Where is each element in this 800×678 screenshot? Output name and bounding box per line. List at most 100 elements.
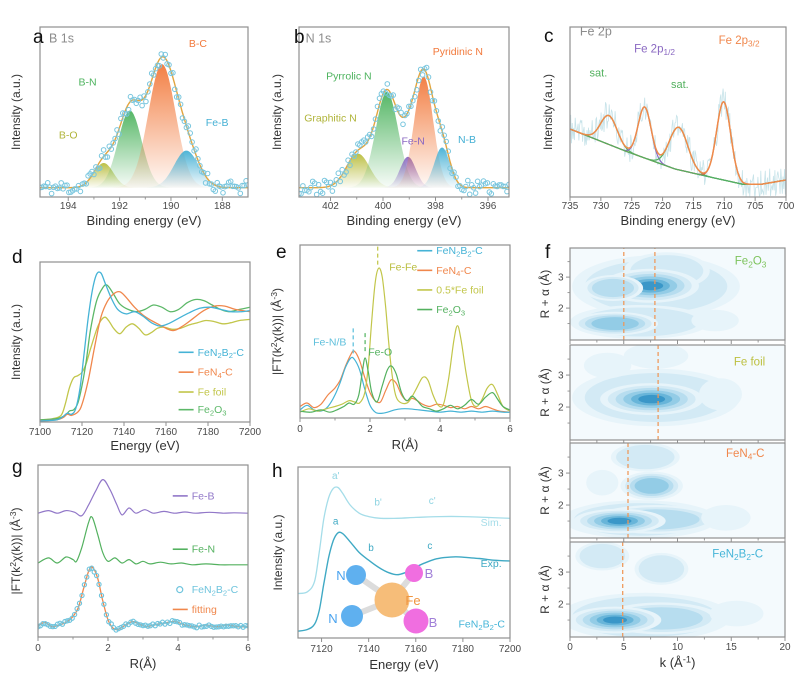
x-tick-label: 7140	[113, 427, 136, 438]
series-FeN2B2-C	[300, 356, 510, 415]
data-point	[419, 72, 426, 78]
data-point	[56, 185, 63, 191]
data-point	[229, 183, 236, 190]
annotation: Fe 2p1/2	[634, 44, 675, 58]
atom-label: N	[328, 611, 337, 626]
data-point	[89, 565, 95, 571]
data-point	[147, 81, 153, 87]
data-point	[76, 600, 83, 606]
x-tick-label: 190	[163, 201, 180, 212]
data-point	[93, 572, 100, 579]
wavelet-blob	[591, 317, 639, 331]
data-point	[177, 101, 184, 108]
annotation: sat.	[590, 67, 608, 79]
data-point	[331, 181, 338, 188]
panel-letter-a: a	[33, 27, 44, 48]
data-point	[372, 116, 379, 122]
data-point	[466, 191, 473, 197]
wavelet-blob	[709, 600, 764, 627]
y-axis-title-a: Intensity (a.u.)	[9, 74, 23, 150]
x-tick-label: 400	[375, 201, 392, 212]
x-tick-label: 0	[297, 424, 303, 435]
x-tick-label: 7120	[71, 427, 94, 438]
data-point	[101, 601, 107, 607]
wavelet-blob	[579, 543, 626, 569]
data-point	[370, 126, 377, 132]
data-point	[453, 174, 459, 180]
data-point	[212, 188, 219, 194]
peak-B-N	[87, 110, 173, 188]
legend-marker	[176, 586, 184, 594]
data-point	[141, 93, 147, 99]
data-point	[64, 182, 70, 188]
x-tick-label: 7200	[239, 427, 262, 438]
legend-label: Fe-B	[192, 490, 215, 502]
annotation: Pyridinic N	[433, 46, 483, 58]
annotation: Fe foil	[734, 356, 765, 368]
data-point	[179, 622, 185, 628]
data-point	[42, 621, 48, 627]
panel-f2: 2 3 R + α (Å) Fe foil	[537, 344, 786, 444]
data-point	[208, 623, 215, 630]
data-point	[139, 102, 145, 109]
data-point	[114, 127, 120, 133]
annotation: a	[333, 516, 339, 527]
y-axis-title-e: |FT(k2χ(k))| (Å-3)	[269, 288, 284, 375]
peak-Graphitic-N	[316, 153, 400, 188]
legend-label: FeN4-C	[198, 367, 234, 380]
data-point	[323, 179, 330, 185]
atom-B	[403, 608, 429, 634]
data-point	[46, 184, 53, 190]
data-point	[172, 618, 178, 624]
data-point	[184, 622, 190, 628]
data-point	[445, 148, 452, 154]
data-point	[198, 624, 205, 630]
data-point	[441, 132, 448, 139]
panel-e: 0 2 4 6 R(Å) |FT(k2χ(k))| (Å-3) Fe-N/B Fe-O Fe-F…	[269, 242, 513, 452]
x-axis-title-d: Energy (eV)	[110, 438, 179, 453]
plot-area-f2	[572, 345, 742, 427]
data-point	[58, 180, 65, 186]
data-point	[170, 70, 176, 76]
data-point	[408, 103, 414, 110]
x-axis-title-e: R(Å)	[392, 437, 419, 452]
plot-area-d	[40, 271, 250, 422]
wavelet-blob	[638, 394, 666, 404]
annotation: sat.	[671, 79, 689, 91]
data-point	[96, 165, 103, 171]
data-point	[143, 98, 149, 105]
x-tick-label: 6	[245, 643, 251, 654]
axes-frame-a	[39, 26, 249, 198]
x-axis-title-a: Binding energy (eV)	[87, 213, 202, 228]
wavelet-blob	[691, 309, 739, 332]
plot-area-f1	[570, 252, 740, 339]
x-axis-title-f4: k (Å-1)	[660, 654, 696, 670]
x-tick-label: 398	[427, 201, 444, 212]
wavelet-blob	[623, 345, 689, 369]
data-point	[174, 619, 180, 625]
annotation: B-C	[189, 38, 208, 50]
data-point	[315, 181, 322, 188]
panel-letter-c: c	[544, 26, 554, 47]
data-point	[103, 612, 110, 618]
data-point	[339, 166, 346, 173]
data-point	[500, 183, 506, 190]
data-point	[197, 162, 203, 169]
series-FeN4-C	[40, 291, 250, 422]
x-tick-label: 4	[175, 643, 181, 654]
panel-f3: 2 3 R + α (Å) FeN4-C	[537, 442, 786, 542]
series-simulated	[298, 486, 510, 595]
x-tick-label: 402	[322, 201, 339, 212]
data-point	[162, 51, 168, 58]
annotation: c'	[429, 496, 436, 507]
panel-letter-d: d	[12, 247, 23, 268]
data-point	[91, 569, 97, 575]
x-tick-label: 188	[214, 201, 231, 212]
y-axis-title-g: |FT(k2χ(k))| (Å-3)	[8, 508, 23, 595]
series-experimental	[298, 531, 510, 632]
y-tick-label: 3	[558, 371, 564, 382]
data-point	[71, 186, 78, 192]
x-tick-label: 735	[562, 201, 579, 212]
data-point	[189, 139, 195, 145]
data-point	[102, 154, 109, 160]
